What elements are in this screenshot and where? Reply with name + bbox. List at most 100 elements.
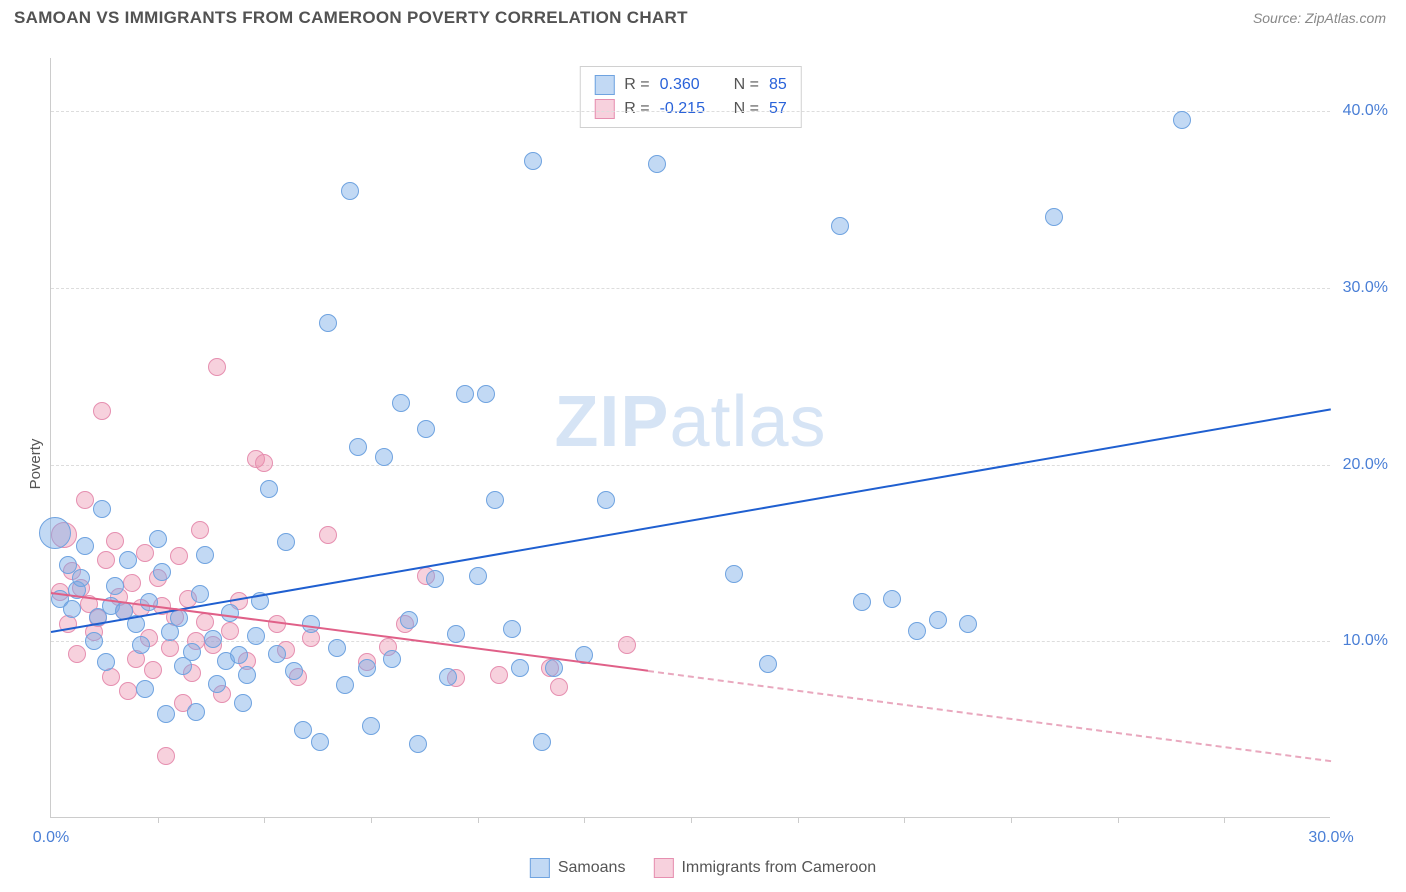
point-series-b (123, 574, 141, 592)
point-series-a (426, 570, 444, 588)
x-tick-mark (264, 817, 265, 823)
point-series-a (929, 611, 947, 629)
point-series-b (319, 526, 337, 544)
point-series-a (183, 643, 201, 661)
point-series-a (417, 420, 435, 438)
point-series-b (221, 622, 239, 640)
legend-swatch (594, 75, 614, 95)
point-series-a (191, 585, 209, 603)
point-series-a (76, 537, 94, 555)
point-series-a (136, 680, 154, 698)
point-series-a (149, 530, 167, 548)
point-series-b (68, 645, 86, 663)
gridline-h (51, 111, 1330, 112)
x-tick-mark (691, 817, 692, 823)
series-legend: Samoans Immigrants from Cameroon (530, 858, 876, 878)
x-tick-mark (158, 817, 159, 823)
point-series-b (76, 491, 94, 509)
point-series-a (533, 733, 551, 751)
point-series-a (883, 590, 901, 608)
x-tick-mark (904, 817, 905, 823)
point-series-a (486, 491, 504, 509)
point-series-a (63, 600, 81, 618)
point-series-a (106, 577, 124, 595)
legend-row: R =0.360N =85 (594, 73, 786, 97)
point-series-a (277, 533, 295, 551)
point-series-b (93, 402, 111, 420)
point-series-b (618, 636, 636, 654)
point-series-a (196, 546, 214, 564)
plot-area: ZIPatlas R =0.360N =85R =-0.215N =57 10.… (50, 58, 1330, 818)
x-tick-mark (1118, 817, 1119, 823)
point-series-b (144, 661, 162, 679)
point-series-a (349, 438, 367, 456)
point-series-a (268, 645, 286, 663)
point-series-a (831, 217, 849, 235)
r-value: 0.360 (660, 76, 716, 94)
trend-line (648, 670, 1331, 762)
legend-label: Samoans (558, 859, 626, 877)
point-series-b (550, 678, 568, 696)
trend-line (51, 408, 1331, 633)
point-series-a (524, 152, 542, 170)
point-series-a (1173, 111, 1191, 129)
point-series-a (72, 569, 90, 587)
x-tick-label: 30.0% (1308, 829, 1353, 847)
n-value: 85 (769, 76, 787, 94)
point-series-a (187, 703, 205, 721)
point-series-a (247, 627, 265, 645)
point-series-a (409, 735, 427, 753)
x-tick-mark (584, 817, 585, 823)
legend-item: Immigrants from Cameroon (653, 858, 876, 878)
point-series-a (132, 636, 150, 654)
point-series-a (234, 694, 252, 712)
point-series-a (447, 625, 465, 643)
point-series-b (191, 521, 209, 539)
watermark-light: atlas (669, 382, 826, 462)
point-series-a (725, 565, 743, 583)
point-series-b (208, 358, 226, 376)
point-series-b (161, 639, 179, 657)
y-axis-label: Poverty (27, 439, 44, 490)
y-tick-label: 40.0% (1343, 102, 1388, 120)
gridline-h (51, 465, 1330, 466)
legend-swatch (594, 99, 614, 119)
point-series-a (439, 668, 457, 686)
x-tick-mark (1011, 817, 1012, 823)
point-series-a (328, 639, 346, 657)
point-series-a (97, 653, 115, 671)
point-series-a (140, 593, 158, 611)
watermark-bold: ZIP (554, 382, 669, 462)
point-series-a (285, 662, 303, 680)
point-series-b (157, 747, 175, 765)
point-series-a (648, 155, 666, 173)
legend-label: Immigrants from Cameroon (681, 859, 876, 877)
chart-container: Poverty ZIPatlas R =0.360N =85R =-0.215N… (14, 44, 1392, 884)
point-series-a (545, 659, 563, 677)
point-series-a (383, 650, 401, 668)
point-series-a (311, 733, 329, 751)
point-series-a (238, 666, 256, 684)
point-series-a (39, 517, 71, 549)
r-label: R = (624, 76, 649, 94)
point-series-a (204, 630, 222, 648)
point-series-a (208, 675, 226, 693)
point-series-a (153, 563, 171, 581)
point-series-a (853, 593, 871, 611)
x-tick-mark (371, 817, 372, 823)
gridline-h (51, 641, 1330, 642)
point-series-a (85, 632, 103, 650)
point-series-a (260, 480, 278, 498)
point-series-b (490, 666, 508, 684)
legend-row: R =-0.215N =57 (594, 97, 786, 121)
point-series-b (196, 613, 214, 631)
legend-swatch (653, 858, 673, 878)
point-series-a (362, 717, 380, 735)
point-series-a (119, 551, 137, 569)
point-series-a (230, 646, 248, 664)
point-series-a (759, 655, 777, 673)
point-series-a (319, 314, 337, 332)
point-series-a (93, 500, 111, 518)
point-series-a (469, 567, 487, 585)
r-value: -0.215 (660, 100, 716, 118)
